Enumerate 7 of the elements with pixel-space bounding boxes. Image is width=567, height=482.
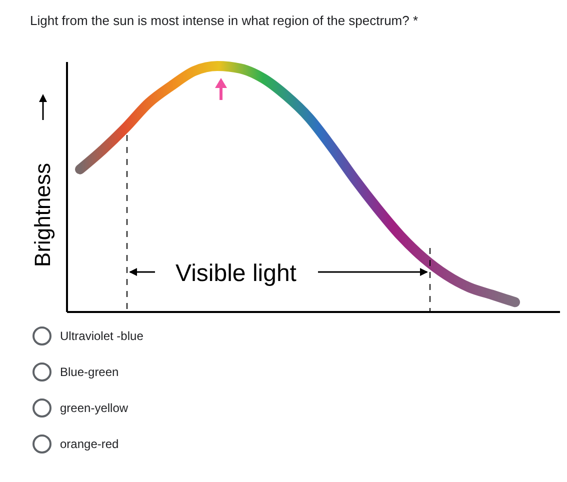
text: orange-red — [60, 437, 119, 451]
text: Blue-green — [60, 365, 119, 379]
text: Ultraviolet -blue — [60, 329, 144, 343]
y-axis-title: Brightness — [30, 163, 55, 267]
annotation: Visible light — [176, 260, 297, 287]
chart-title: Light from the sun is most intense in what region of the spectrum? * — [30, 13, 418, 28]
text: green-yellow — [60, 401, 128, 415]
